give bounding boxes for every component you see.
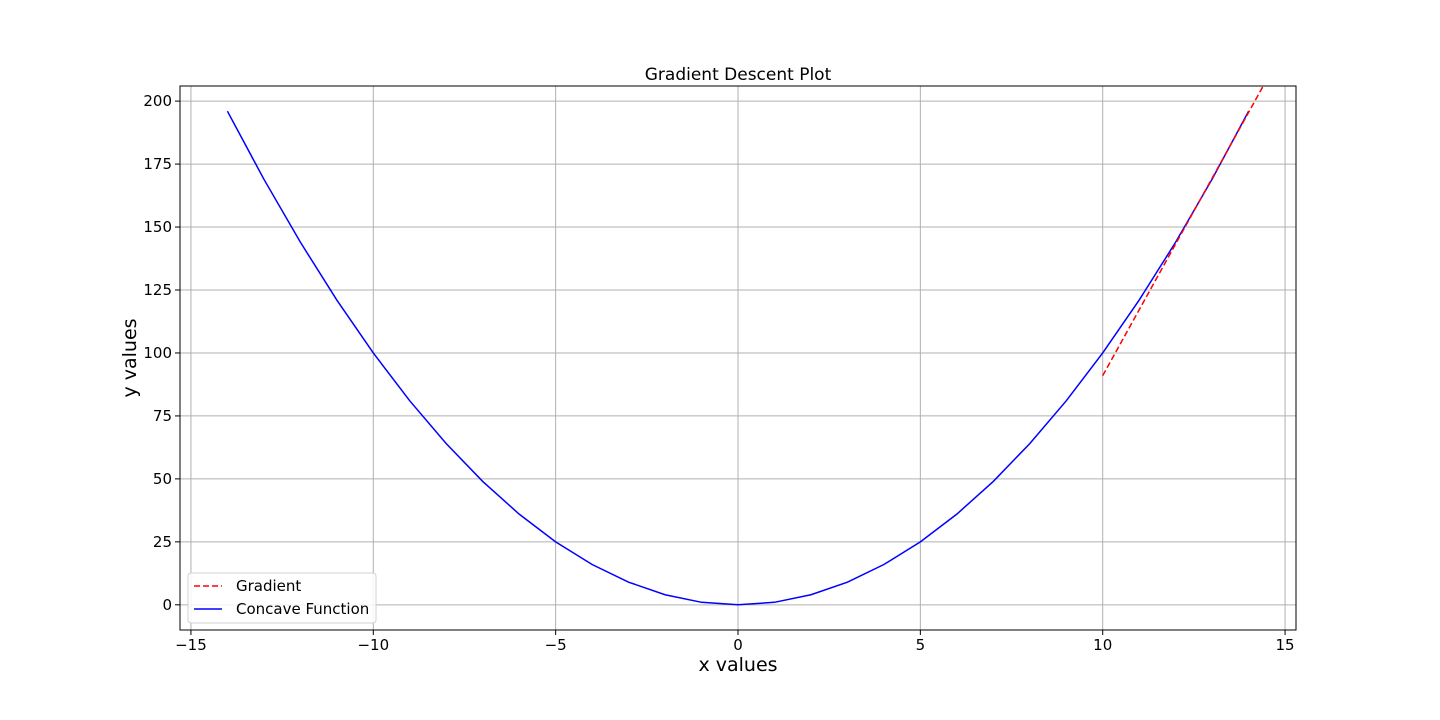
y-tick-label: 100 — [143, 344, 172, 362]
y-tick-label: 125 — [143, 281, 172, 299]
y-axis-label: y values — [119, 318, 141, 397]
chart-title: Gradient Descent Plot — [645, 65, 832, 85]
y-tick-label: 50 — [153, 470, 172, 488]
x-tick-label: 15 — [1276, 636, 1295, 654]
x-axis-label: x values — [698, 654, 777, 676]
legend: Gradient Concave Function — [187, 572, 377, 624]
y-tick-label: 150 — [143, 218, 172, 236]
y-tick-label: 200 — [143, 92, 172, 110]
x-tick-label: −10 — [357, 636, 389, 654]
x-tick-label: 10 — [1093, 636, 1112, 654]
series-lines — [226, 86, 1264, 606]
y-tick-label: 175 — [143, 155, 172, 173]
x-tick-label: −5 — [545, 636, 567, 654]
legend-box — [187, 572, 377, 624]
series-concave-function — [226, 110, 1250, 606]
y-axis: 0 25 50 75 100 125 150 175 200 — [143, 92, 180, 614]
y-tick-label: 75 — [153, 407, 172, 425]
x-tick-label: 0 — [733, 636, 743, 654]
x-axis: −15 −10 −5 0 5 10 15 — [175, 630, 1295, 654]
y-tick-label: 0 — [162, 596, 172, 614]
legend-label: Gradient — [236, 577, 301, 595]
grid — [180, 86, 1296, 630]
legend-label: Concave Function — [236, 600, 369, 618]
x-tick-label: 5 — [916, 636, 926, 654]
x-tick-label: −15 — [175, 636, 207, 654]
y-tick-label: 25 — [153, 533, 172, 551]
series-gradient — [1102, 86, 1264, 376]
